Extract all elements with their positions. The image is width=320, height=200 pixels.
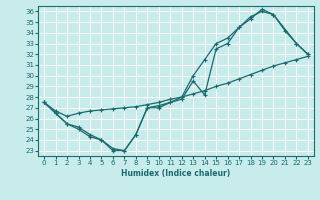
X-axis label: Humidex (Indice chaleur): Humidex (Indice chaleur) (121, 169, 231, 178)
